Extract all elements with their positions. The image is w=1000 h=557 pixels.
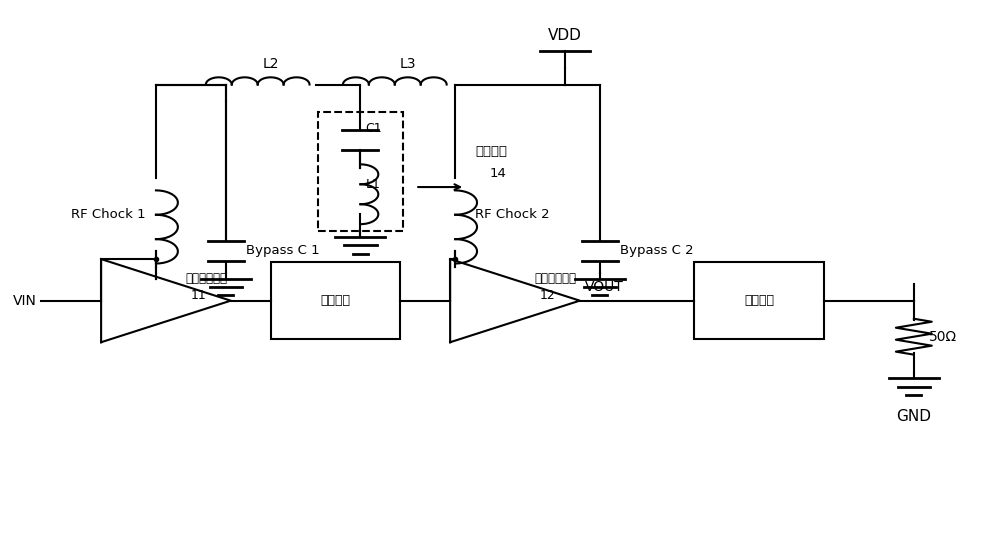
Text: VIN: VIN xyxy=(12,294,36,307)
Bar xyxy=(318,112,403,231)
Text: 12: 12 xyxy=(540,289,556,302)
Text: 陷波单元: 陷波单元 xyxy=(475,144,507,158)
Text: 负载匹配: 负载匹配 xyxy=(744,294,774,307)
Text: VDD: VDD xyxy=(548,28,582,43)
Text: 11: 11 xyxy=(191,289,207,302)
Bar xyxy=(271,262,400,339)
Text: Bypass C 2: Bypass C 2 xyxy=(620,245,693,257)
Text: RF Chock 2: RF Chock 2 xyxy=(475,208,550,221)
Text: L2: L2 xyxy=(262,57,279,71)
Text: L3: L3 xyxy=(400,57,416,71)
Text: 级间匹配: 级间匹配 xyxy=(320,294,350,307)
Text: 14: 14 xyxy=(490,167,507,180)
Text: Bypass C 1: Bypass C 1 xyxy=(246,245,319,257)
Text: 50Ω: 50Ω xyxy=(929,330,957,344)
Text: C1: C1 xyxy=(365,123,382,135)
Text: L1: L1 xyxy=(365,178,380,191)
Text: 功率级放大器: 功率级放大器 xyxy=(535,272,577,285)
Bar xyxy=(694,262,824,339)
Text: RF Chock 1: RF Chock 1 xyxy=(71,208,146,221)
Text: GND: GND xyxy=(896,409,931,424)
Text: VOUT: VOUT xyxy=(585,280,624,294)
Text: 驱动级放大器: 驱动级放大器 xyxy=(186,272,228,285)
